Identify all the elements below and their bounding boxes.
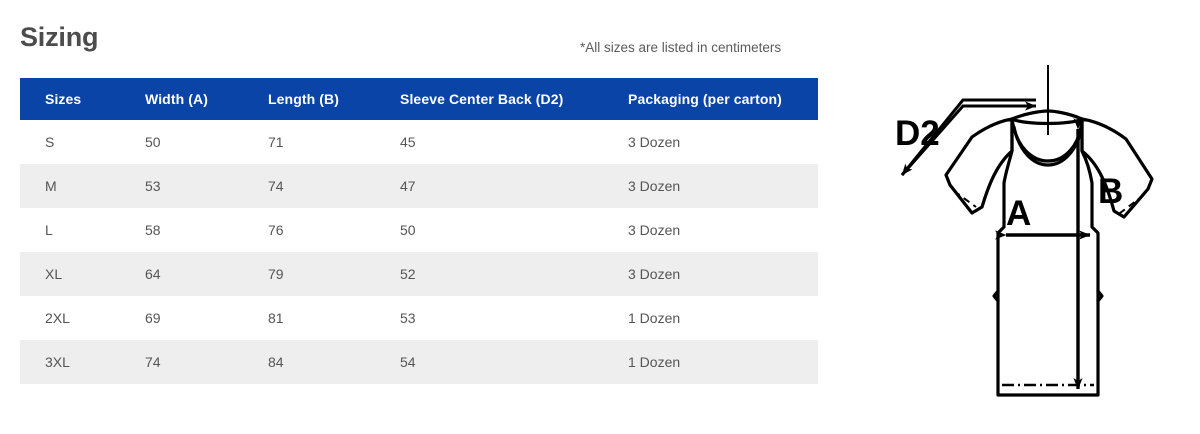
cell-sleeve: 45 <box>375 120 603 164</box>
cell-packaging: 1 Dozen <box>603 340 818 384</box>
cell-length: 76 <box>243 208 375 252</box>
column-header-packaging: Packaging (per carton) <box>603 78 818 120</box>
page-title: Sizing <box>20 22 99 52</box>
cell-sleeve: 50 <box>375 208 603 252</box>
cell-length: 79 <box>243 252 375 296</box>
table-row: 2XL 69 81 53 1 Dozen <box>20 296 818 340</box>
width-label-a: A <box>1006 194 1031 233</box>
cell-width: 53 <box>120 164 243 208</box>
cell-size: S <box>20 120 120 164</box>
column-header-length: Length (B) <box>243 78 375 120</box>
table-row: M 53 74 47 3 Dozen <box>20 164 818 208</box>
table-row: S 50 71 45 3 Dozen <box>20 120 818 164</box>
table-row: 3XL 74 84 54 1 Dozen <box>20 340 818 384</box>
cell-width: 50 <box>120 120 243 164</box>
cell-width: 58 <box>120 208 243 252</box>
cell-sleeve: 54 <box>375 340 603 384</box>
cell-packaging: 3 Dozen <box>603 252 818 296</box>
column-header-sizes: Sizes <box>20 78 120 120</box>
length-label-b: B <box>1098 172 1123 211</box>
cell-size: XL <box>20 252 120 296</box>
cell-width: 64 <box>120 252 243 296</box>
cell-sleeve: 47 <box>375 164 603 208</box>
cell-length: 71 <box>243 120 375 164</box>
sleeve-measure-line-d2 <box>900 98 1037 176</box>
cell-sleeve: 52 <box>375 252 603 296</box>
cell-width: 69 <box>120 296 243 340</box>
table-head: Sizes Width (A) Length (B) Sleeve Center… <box>20 78 818 120</box>
tshirt-outline <box>944 109 1154 397</box>
sizing-table: Sizes Width (A) Length (B) Sleeve Center… <box>20 78 818 384</box>
tshirt-diagram: D2 A B <box>860 55 1200 434</box>
cell-size: 2XL <box>20 296 120 340</box>
cell-length: 74 <box>243 164 375 208</box>
cell-width: 74 <box>120 340 243 384</box>
sleeve-label-d2: D2 <box>895 114 940 153</box>
table-body: S 50 71 45 3 Dozen M 53 74 47 3 Dozen L … <box>20 120 818 384</box>
table-row: XL 64 79 52 3 Dozen <box>20 252 818 296</box>
cell-length: 81 <box>243 296 375 340</box>
cell-size: 3XL <box>20 340 120 384</box>
cell-packaging: 3 Dozen <box>603 164 818 208</box>
cell-packaging: 1 Dozen <box>603 296 818 340</box>
column-header-sleeve: Sleeve Center Back (D2) <box>375 78 603 120</box>
cell-packaging: 3 Dozen <box>603 120 818 164</box>
column-header-width: Width (A) <box>120 78 243 120</box>
cell-size: L <box>20 208 120 252</box>
cell-size: M <box>20 164 120 208</box>
table-header-row: Sizes Width (A) Length (B) Sleeve Center… <box>20 78 818 120</box>
cell-sleeve: 53 <box>375 296 603 340</box>
cell-length: 84 <box>243 340 375 384</box>
table-row: L 58 76 50 3 Dozen <box>20 208 818 252</box>
cell-packaging: 3 Dozen <box>603 208 818 252</box>
page-header: Sizing *All sizes are listed in centimet… <box>0 0 840 70</box>
sleeve-hem-stitching <box>953 190 1145 214</box>
units-note: *All sizes are listed in centimeters <box>580 40 782 55</box>
